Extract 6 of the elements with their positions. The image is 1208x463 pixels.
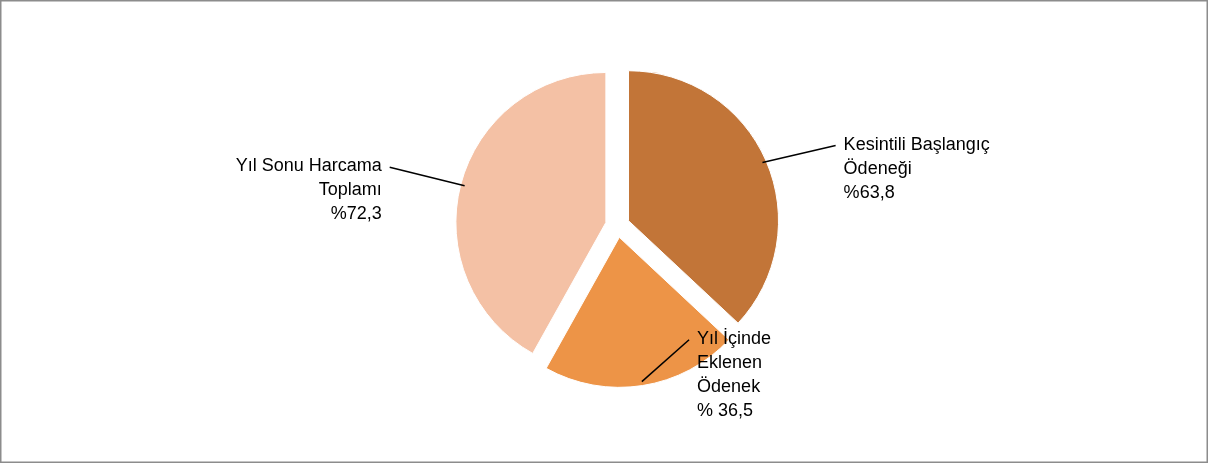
slice-label: Yıl İçinde Eklenen Ödenek — [697, 327, 772, 396]
data-label: % 36,5 — [697, 399, 754, 420]
slice-label: Kesintili Başlangıç Ödeneği — [843, 133, 990, 178]
data-label: %63,8 — [843, 181, 895, 202]
data-label: %72,3 — [330, 203, 382, 224]
slice-label: Yıl Sonu Harcama Toplamı — [235, 155, 383, 200]
